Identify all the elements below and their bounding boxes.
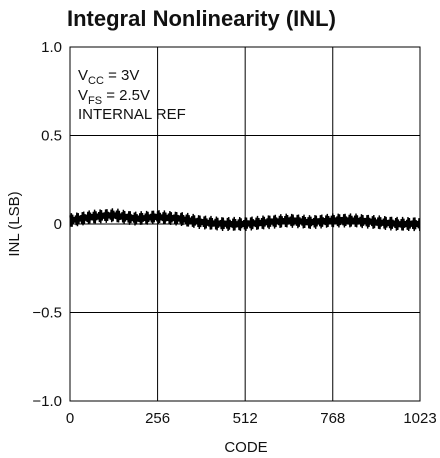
tick-labels: 0 256 512 768 1023 1.0 0.5 0 −0.5 −1.0 — [32, 39, 436, 427]
annotation-box: VCC = 3V VFS = 2.5V INTERNAL REF — [78, 67, 186, 123]
x-tick-label: 256 — [145, 410, 170, 427]
y-tick-label: 1.0 — [41, 39, 62, 56]
x-tick-label: 512 — [233, 410, 258, 427]
y-tick-label: −1.0 — [32, 393, 62, 410]
chart-title: Integral Nonlinearity (INL) — [67, 6, 336, 31]
annotation-ref: INTERNAL REF — [78, 106, 186, 123]
y-tick-label: 0.5 — [41, 128, 62, 145]
y-axis-label: INL (LSB) — [6, 191, 23, 256]
x-tick-label: 1023 — [403, 410, 436, 427]
annotation-vcc: VCC = 3V — [78, 67, 139, 87]
inl-series-line — [69, 208, 421, 232]
y-tick-label: −0.5 — [32, 305, 62, 322]
x-tick-label: 0 — [66, 410, 74, 427]
annotation-vfs: VFS = 2.5V — [78, 87, 150, 107]
x-tick-label: 768 — [320, 410, 345, 427]
y-tick-label: 0 — [54, 216, 62, 233]
series-group — [69, 208, 421, 232]
x-axis-label: CODE — [224, 439, 267, 456]
